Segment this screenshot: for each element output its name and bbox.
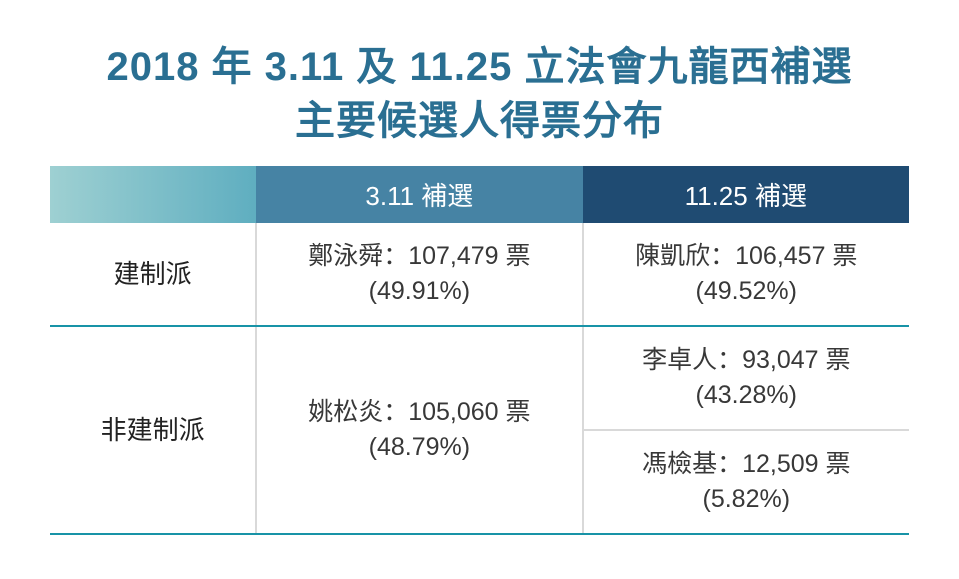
cell-pct: (48.79%)	[369, 433, 470, 461]
row-establishment: 建制派 鄭泳舜：107,479 票 (49.91%) 陳凱欣：106,457 票…	[50, 223, 909, 326]
cell-text: 李卓人：93,047 票	[642, 346, 850, 374]
row-nonest-top: 非建制派 姚松炎：105,060 票 (48.79%) 李卓人：93,047 票…	[50, 326, 909, 430]
cell-nonest-1125-a: 李卓人：93,047 票 (43.28%)	[583, 326, 909, 430]
cell-text: 陳凱欣：106,457 票	[635, 242, 857, 270]
header-col-311: 3.11 補選	[256, 166, 582, 223]
cell-est-311: 鄭泳舜：107,479 票 (49.91%)	[256, 223, 582, 326]
results-table: 3.11 補選 11.25 補選 建制派 鄭泳舜：107,479 票 (49.9…	[50, 166, 909, 535]
cell-text: 馮檢基：12,509 票	[642, 450, 850, 478]
cell-pct: (43.28%)	[696, 381, 797, 409]
cell-pct: (5.82%)	[703, 485, 791, 513]
cell-text: 姚松炎：105,060 票	[308, 398, 530, 426]
title-line1: 2018 年 3.11 及 11.25 立法會九龍西補選	[106, 45, 852, 89]
title-line2: 主要候選人得票分布	[295, 99, 664, 143]
cell-pct: (49.91%)	[369, 277, 470, 305]
cell-nonest-311: 姚松炎：105,060 票 (48.79%)	[256, 326, 582, 534]
header-col-1125: 11.25 補選	[583, 166, 909, 223]
cell-text: 鄭泳舜：107,479 票	[308, 242, 530, 270]
row-label-nonest: 非建制派	[50, 326, 256, 534]
cell-nonest-1125-b: 馮檢基：12,509 票 (5.82%)	[583, 430, 909, 534]
table-title: 2018 年 3.11 及 11.25 立法會九龍西補選 主要候選人得票分布	[50, 40, 909, 148]
header-blank	[50, 166, 256, 223]
cell-pct: (49.52%)	[696, 277, 797, 305]
cell-est-1125: 陳凱欣：106,457 票 (49.52%)	[583, 223, 909, 326]
row-label-establishment: 建制派	[50, 223, 256, 326]
